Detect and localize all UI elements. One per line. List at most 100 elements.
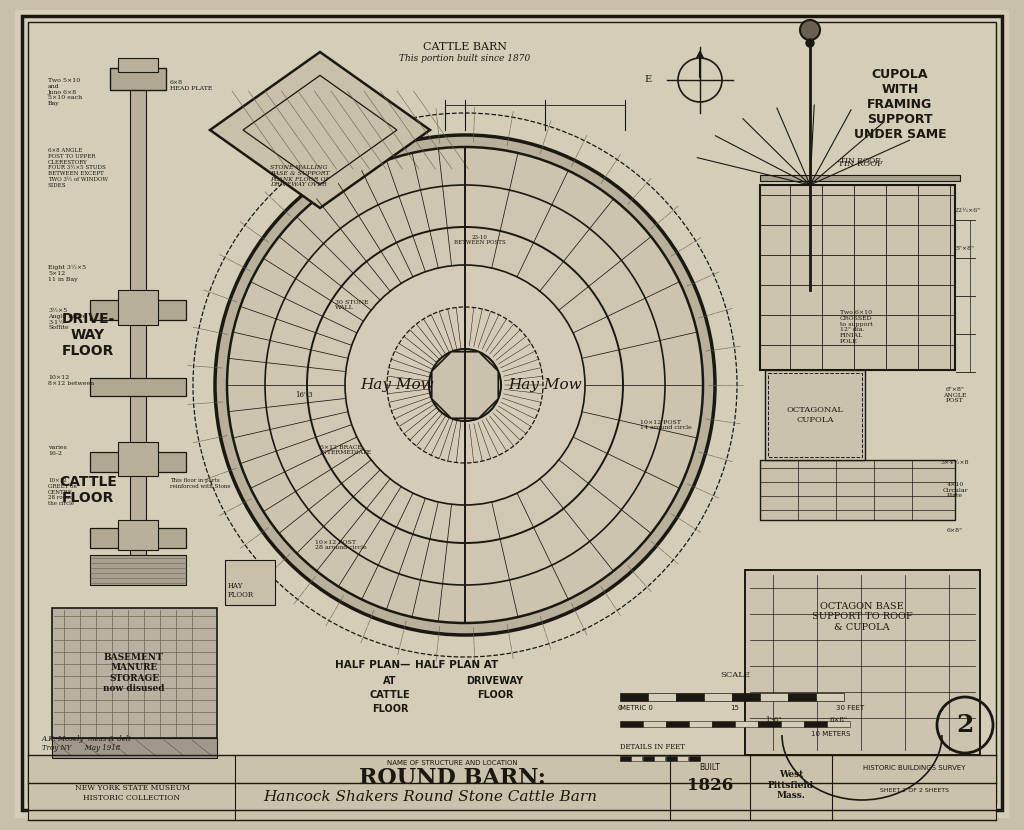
Text: 0: 0 xyxy=(617,705,623,711)
Text: STONE WALLING
BASE & SUPPORT
PLANK FLOOR OF
DRIVEWAY OVER: STONE WALLING BASE & SUPPORT PLANK FLOOR… xyxy=(270,165,330,188)
Bar xyxy=(745,570,980,755)
Text: Hay Mow: Hay Mow xyxy=(360,378,434,392)
Bar xyxy=(735,721,758,727)
Text: 6×8": 6×8" xyxy=(947,528,963,533)
Bar xyxy=(689,721,712,727)
Text: 30 FEET: 30 FEET xyxy=(836,705,864,711)
Text: TIN ROOF: TIN ROOF xyxy=(840,157,881,165)
Bar xyxy=(118,520,158,550)
Bar xyxy=(760,693,788,701)
Bar xyxy=(760,185,955,370)
Text: 6×8
HEAD PLATE: 6×8 HEAD PLATE xyxy=(170,80,212,90)
Bar xyxy=(781,721,804,727)
Text: 22½×6": 22½×6" xyxy=(955,208,981,212)
Circle shape xyxy=(429,349,501,421)
Circle shape xyxy=(307,227,623,543)
Bar xyxy=(677,756,688,761)
Bar xyxy=(225,560,275,605)
Bar xyxy=(689,756,700,761)
Bar xyxy=(648,693,676,701)
Bar xyxy=(118,58,158,72)
Text: CUPOLA
WITH
FRAMING
SUPPORT
UNDER SAME: CUPOLA WITH FRAMING SUPPORT UNDER SAME xyxy=(854,68,946,141)
Text: METRIC 0: METRIC 0 xyxy=(620,705,653,711)
Bar xyxy=(28,755,996,825)
Bar xyxy=(90,300,186,320)
Bar xyxy=(620,756,631,761)
Bar xyxy=(52,738,217,758)
Polygon shape xyxy=(210,52,430,208)
Circle shape xyxy=(800,20,820,40)
Text: 16'-3: 16'-3 xyxy=(295,391,312,399)
Text: 30 STONE
WALL: 30 STONE WALL xyxy=(335,300,369,310)
Bar xyxy=(804,721,827,727)
Text: BASEMENT
MANURE
STORAGE
now disused: BASEMENT MANURE STORAGE now disused xyxy=(103,653,165,693)
Bar xyxy=(118,442,158,476)
Bar xyxy=(654,756,665,761)
Text: 6×8 ANGLE
POST TO UPPER
CLERESTORY
FOUR 3½×5 STUDS
BETWEEN EXCEPT
TWO 3½ of WIND: 6×8 ANGLE POST TO UPPER CLERESTORY FOUR … xyxy=(48,148,108,188)
Circle shape xyxy=(806,39,814,47)
Circle shape xyxy=(387,307,543,463)
Text: CATTLE
FLOOR: CATTLE FLOOR xyxy=(59,475,117,505)
Bar xyxy=(643,721,666,727)
Polygon shape xyxy=(432,352,499,418)
Text: ROUND BARN:: ROUND BARN: xyxy=(358,767,546,789)
Text: SCALE: SCALE xyxy=(720,671,750,679)
Bar xyxy=(816,693,844,701)
Circle shape xyxy=(227,147,703,623)
Bar xyxy=(705,693,732,701)
Text: This portion built since 1870: This portion built since 1870 xyxy=(399,54,530,63)
Bar xyxy=(90,528,186,548)
Text: Hay Mow: Hay Mow xyxy=(508,378,582,392)
Text: TIN ROOF: TIN ROOF xyxy=(838,160,883,168)
Text: E: E xyxy=(644,76,651,85)
Bar xyxy=(827,721,850,727)
Bar xyxy=(760,175,961,181)
Bar xyxy=(732,693,760,701)
Text: 6×8": 6×8" xyxy=(830,716,848,724)
Bar xyxy=(620,693,648,701)
Text: 10×12
8×12 between: 10×12 8×12 between xyxy=(48,375,94,386)
Text: 10 METERS: 10 METERS xyxy=(811,731,850,737)
Bar xyxy=(52,608,217,738)
Circle shape xyxy=(215,135,715,635)
Text: BUILT: BUILT xyxy=(699,763,720,772)
Bar xyxy=(712,721,735,727)
Text: 10×12 POST
28 around circle: 10×12 POST 28 around circle xyxy=(315,540,367,550)
Text: 1'-6": 1'-6" xyxy=(765,716,781,724)
Text: A.K. Mosely  meas & delt
Troy NY      May 1918: A.K. Mosely meas & delt Troy NY May 1918 xyxy=(42,735,132,752)
Circle shape xyxy=(265,185,665,585)
Text: HISTORIC BUILDINGS SURVEY: HISTORIC BUILDINGS SURVEY xyxy=(863,765,966,771)
Text: Two 6×10
CROSSED
to support
12" dia.
FINIAL
POLE: Two 6×10 CROSSED to support 12" dia. FIN… xyxy=(840,310,872,344)
Bar xyxy=(118,290,158,325)
Text: HAY
FLOOR: HAY FLOOR xyxy=(228,582,254,599)
Bar xyxy=(90,555,186,585)
Text: Eight 3½×5
5×12
11 in Bay: Eight 3½×5 5×12 11 in Bay xyxy=(48,265,86,282)
Text: 5"×8": 5"×8" xyxy=(955,246,974,251)
Text: 10×12 POST
14 around circle: 10×12 POST 14 around circle xyxy=(640,420,692,431)
Bar xyxy=(620,721,643,727)
Text: DRIVE-
WAY
FLOOR: DRIVE- WAY FLOOR xyxy=(61,312,115,359)
Text: 1826: 1826 xyxy=(687,777,733,794)
Bar xyxy=(666,721,689,727)
Text: CATTLE: CATTLE xyxy=(370,690,411,700)
Text: NAME OF STRUCTURE AND LOCATION: NAME OF STRUCTURE AND LOCATION xyxy=(387,760,517,766)
Text: Hancock Shakers Round Stone Cattle Barn: Hancock Shakers Round Stone Cattle Barn xyxy=(263,790,597,804)
Text: DRIVEWAY: DRIVEWAY xyxy=(467,676,523,686)
Bar xyxy=(90,378,186,396)
Bar xyxy=(643,756,654,761)
Text: 23-10
BETWEEN POSTS: 23-10 BETWEEN POSTS xyxy=(454,235,506,246)
Text: DETAILS IN FEET: DETAILS IN FEET xyxy=(620,743,685,751)
Text: NEW YORK STATE MUSEUM
HISTORIC COLLECTION: NEW YORK STATE MUSEUM HISTORIC COLLECTIO… xyxy=(75,784,189,802)
Bar xyxy=(760,460,955,520)
Bar xyxy=(130,70,146,560)
Text: 4×10
Circular
Plate: 4×10 Circular Plate xyxy=(942,481,968,498)
Text: Two 5×10
and
Juno 6×8
5×10 each
Bay: Two 5×10 and Juno 6×8 5×10 each Bay xyxy=(48,78,82,106)
Bar xyxy=(788,693,816,701)
Bar xyxy=(768,373,862,457)
Text: 6"×8"
ANGLE
POST: 6"×8" ANGLE POST xyxy=(943,387,967,403)
Text: 6×12 BRACE
INTERMEDIATE: 6×12 BRACE INTERMEDIATE xyxy=(319,445,373,456)
Text: OCTAGON BASE
SUPPORT TO ROOF
& CUPOLA: OCTAGON BASE SUPPORT TO ROOF & CUPOLA xyxy=(812,602,912,632)
Text: This floor in parts
reinforced with Stone: This floor in parts reinforced with Ston… xyxy=(170,478,230,489)
Text: 15: 15 xyxy=(730,705,739,711)
Text: 3×4½×8: 3×4½×8 xyxy=(941,460,970,465)
